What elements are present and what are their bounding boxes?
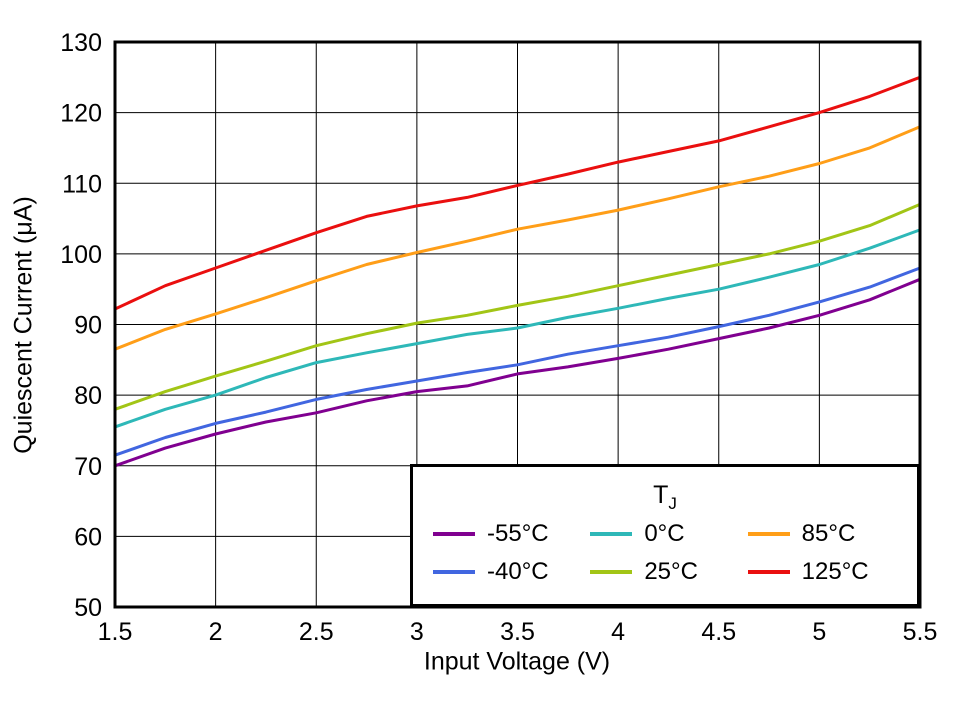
- y-tick-label: 130: [60, 29, 102, 57]
- legend-title-sub: J: [668, 494, 677, 513]
- legend-swatch: [433, 532, 475, 536]
- series-line-0°C: [113, 228, 922, 429]
- x-tick-label: 3: [410, 618, 424, 646]
- x-tick-label: 4: [611, 618, 625, 646]
- x-tick-label: 5.5: [903, 618, 938, 646]
- series-line-125°C: [113, 75, 922, 311]
- x-tick-label: 2.5: [299, 618, 334, 646]
- legend-entry: 125°C: [747, 558, 897, 586]
- legend-swatch: [747, 532, 790, 536]
- legend-title-main: T: [653, 481, 669, 509]
- legend-label: 25°C: [644, 558, 698, 585]
- series-line-25°C: [113, 202, 922, 411]
- y-tick-label: 70: [74, 453, 102, 481]
- plot-border: [113, 40, 922, 609]
- legend-entry: 0°C: [590, 520, 739, 548]
- x-axis-label: Input Voltage (V): [423, 647, 611, 676]
- y-tick-label: 90: [74, 312, 102, 340]
- x-tick-label: 2: [209, 618, 223, 646]
- legend-swatch: [433, 570, 475, 574]
- series-line--55°C: [113, 277, 922, 468]
- y-tick-label: 50: [74, 594, 102, 622]
- series-line-85°C: [113, 125, 922, 351]
- x-tick-label: 1.5: [98, 618, 133, 646]
- legend-entries: -55°C -40°C 0°C 25°C 85°C 125°C: [423, 520, 907, 586]
- legend-entry: -55°C: [433, 520, 582, 548]
- y-tick-label: 80: [74, 382, 102, 410]
- y-axis-label: Quiescent Current (μA): [9, 196, 38, 454]
- y-tick-label: 120: [60, 100, 102, 128]
- x-tick-label: 3.5: [500, 618, 535, 646]
- y-tick-label: 110: [62, 170, 102, 198]
- legend-title: TJ: [423, 481, 907, 514]
- legend-entry: 25°C: [590, 558, 739, 586]
- legend-swatch: [590, 570, 633, 574]
- legend: TJ -55°C -40°C 0°C 25°C 85°C 125°C: [410, 464, 920, 607]
- legend-label: 125°C: [801, 558, 869, 585]
- series-line--40°C: [113, 266, 922, 457]
- legend-swatch: [590, 532, 633, 536]
- legend-entry: 85°C: [747, 520, 897, 548]
- x-tick-label: 5: [812, 618, 826, 646]
- legend-label: 0°C: [644, 520, 685, 547]
- y-tick-label: 100: [60, 241, 102, 269]
- legend-label: -40°C: [487, 558, 549, 585]
- legend-swatch: [747, 570, 790, 574]
- legend-entry: -40°C: [433, 558, 582, 586]
- y-tick-label: 60: [74, 523, 102, 551]
- legend-label: -55°C: [487, 520, 549, 547]
- legend-label: 85°C: [801, 520, 856, 547]
- x-tick-label: 4.5: [701, 618, 736, 646]
